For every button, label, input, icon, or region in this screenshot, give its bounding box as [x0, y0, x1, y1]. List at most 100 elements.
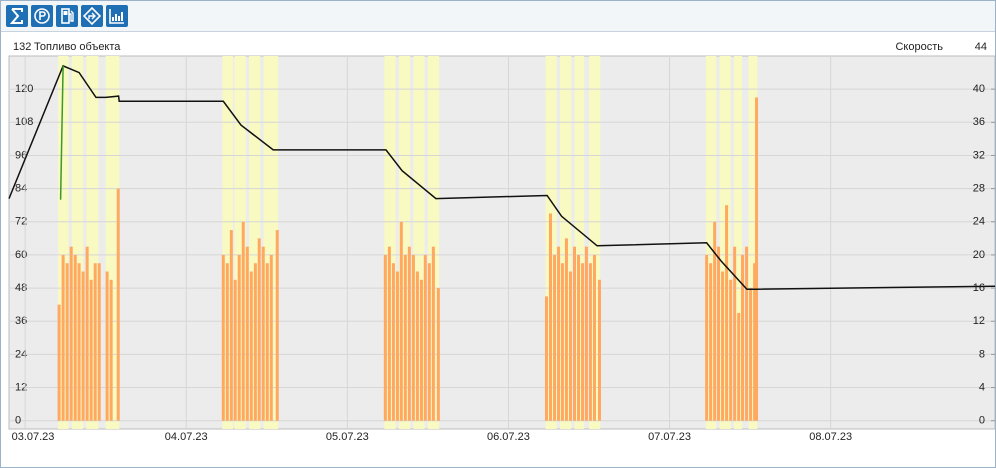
y-tick-label: 24	[15, 348, 27, 360]
speed-bar	[97, 263, 101, 421]
speed-bar	[753, 263, 757, 421]
motion-band	[427, 56, 440, 429]
y-tick-label: 12	[15, 381, 27, 393]
x-tick-label: 03.07.23	[12, 431, 55, 443]
speed-bar	[564, 238, 568, 421]
speed-bar	[407, 246, 411, 421]
speed-bar	[57, 304, 61, 421]
speed-bar	[61, 254, 65, 421]
motion-band	[384, 56, 396, 429]
speed-bar	[253, 263, 257, 421]
left-axis-max: 132	[13, 41, 31, 53]
speed-bar	[592, 254, 596, 421]
speed-bar	[721, 271, 725, 421]
fuel-button[interactable]	[56, 5, 78, 27]
speed-bar	[581, 263, 585, 421]
speed-bar	[427, 263, 431, 421]
motion-band	[748, 56, 758, 429]
speed-bar	[387, 246, 391, 421]
speed-bar	[745, 246, 749, 421]
y2-tick-label: 28	[973, 183, 985, 195]
x-tick-label: 08.07.23	[809, 431, 852, 443]
speed-bar	[729, 279, 733, 421]
series-line	[59, 65, 64, 200]
speed-bar	[275, 230, 279, 421]
y2-tick-label: 40	[973, 83, 985, 95]
chart-button[interactable]	[106, 5, 128, 27]
y2-tick-label: 24	[973, 216, 985, 228]
speed-bar	[395, 271, 399, 421]
speed-bar	[436, 288, 440, 421]
speed-bar	[81, 271, 85, 421]
speed-bar	[85, 246, 89, 421]
speed-bar	[584, 246, 588, 421]
speed-bar	[553, 254, 557, 421]
speed-bar	[717, 246, 721, 421]
speed-bar	[755, 97, 759, 421]
motion-band	[105, 56, 120, 429]
y2-tick-label: 20	[973, 249, 985, 261]
speed-bar	[713, 221, 717, 421]
right-axis-max: 44	[975, 41, 987, 53]
speed-bar	[241, 221, 245, 421]
speed-bar	[383, 254, 387, 421]
speed-bar	[423, 254, 427, 421]
plot-area	[8, 55, 995, 430]
right-axis-title: Скорость	[895, 41, 943, 53]
motion-band	[589, 56, 601, 429]
speed-bar	[93, 263, 97, 421]
speed-bar	[225, 263, 229, 421]
speed-bar	[548, 213, 552, 421]
speed-bar	[568, 271, 572, 421]
speed-bar	[73, 254, 77, 421]
y-tick-label: 36	[15, 315, 27, 327]
left-axis-title: Топливо объекта	[34, 41, 121, 53]
speed-bar	[269, 254, 273, 421]
y2-tick-label: 32	[973, 149, 985, 161]
speed-bar	[69, 246, 73, 421]
sum-button[interactable]	[6, 5, 28, 27]
speed-bar	[391, 263, 395, 421]
speed-bar	[105, 271, 109, 421]
speed-bar	[265, 263, 269, 421]
speed-bar	[577, 254, 581, 421]
route-button[interactable]	[81, 5, 103, 27]
x-tick-label: 07.07.23	[648, 431, 691, 443]
speed-bar	[237, 254, 241, 421]
y2-tick-label: 4	[979, 381, 985, 393]
speed-bar	[737, 312, 741, 421]
speed-bar	[419, 279, 423, 421]
motion-band	[71, 56, 84, 429]
speed-bar	[709, 263, 713, 421]
y-tick-label: 120	[15, 83, 33, 95]
motion-band	[574, 56, 585, 429]
toolbar	[1, 1, 995, 32]
speed-bar	[221, 254, 225, 421]
speed-bar	[573, 246, 576, 421]
y-tick-label: 60	[15, 249, 27, 261]
motion-band	[222, 56, 233, 429]
speed-bar	[544, 296, 548, 421]
speed-bar	[749, 288, 753, 421]
y2-tick-label: 12	[973, 315, 985, 327]
motion-band	[734, 56, 743, 429]
speed-bar	[109, 279, 113, 421]
x-tick-label: 05.07.23	[326, 431, 369, 443]
motion-band	[249, 56, 261, 429]
motion-band	[413, 56, 425, 429]
speed-bar	[431, 246, 435, 421]
y-tick-label: 72	[15, 216, 27, 228]
speed-bar	[733, 246, 737, 421]
parking-button[interactable]	[31, 5, 53, 27]
motion-band	[58, 56, 69, 429]
speed-bar	[415, 271, 419, 421]
speed-bar	[399, 221, 403, 421]
speed-bar	[705, 254, 709, 421]
motion-band	[398, 56, 411, 429]
speed-bar	[588, 263, 592, 421]
speed-bar	[725, 205, 729, 421]
speed-bar	[560, 263, 564, 421]
y-tick-label: 96	[15, 149, 27, 161]
speed-bar	[557, 246, 561, 421]
y-tick-label: 0	[15, 415, 21, 427]
